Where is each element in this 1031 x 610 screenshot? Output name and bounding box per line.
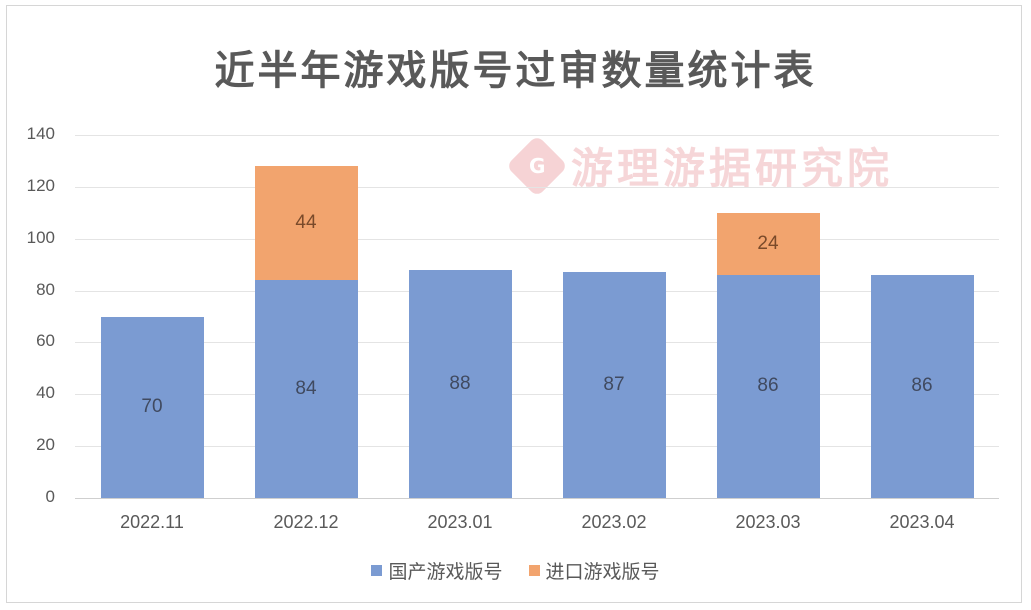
gridline — [75, 186, 999, 188]
y-tick-label: 100 — [26, 227, 55, 247]
y-tick-label: 40 — [36, 383, 55, 403]
chart-frame — [6, 5, 1022, 603]
plot-area: 70 84 44 88 87 86 24 86 — [75, 135, 999, 499]
bar-domestic: 88 — [408, 269, 512, 498]
bar-imported: 24 — [716, 212, 820, 275]
watermark-text: 游理游据研究院 — [571, 144, 894, 193]
bar-domestic: 86 — [716, 275, 820, 498]
gridline — [75, 238, 999, 240]
bar-stack: 88 — [408, 135, 512, 498]
x-tick-label: 2023.04 — [889, 512, 955, 532]
gridline — [75, 394, 999, 396]
x-tick-label: 2023.02 — [581, 512, 647, 532]
gridline — [75, 135, 999, 136]
bar-domestic: 86 — [870, 275, 974, 498]
chart-title: 近半年游戏版号过审数量统计表 — [214, 48, 817, 94]
bar-stack: 84 44 — [254, 135, 358, 498]
watermark: G 游理游据研究院 — [505, 134, 894, 197]
bar-domestic: 84 — [254, 280, 358, 498]
y-tick-label: 0 — [45, 487, 55, 506]
bar-stack: 70 — [100, 135, 204, 498]
gridline — [75, 290, 999, 292]
legend-swatch-domestic-icon — [371, 565, 383, 576]
bar-domestic: 87 — [562, 272, 666, 498]
bar-stack: 86 — [870, 135, 974, 498]
y-tick-label: 20 — [36, 435, 55, 455]
legend-item-domestic: 国产游戏版号 — [371, 557, 503, 584]
legend: 国产游戏版号 进口游戏版号 — [0, 557, 1031, 584]
y-tick-label: 80 — [36, 279, 55, 299]
legend-label-imported: 进口游戏版号 — [545, 561, 660, 583]
legend-item-imported: 进口游戏版号 — [528, 557, 660, 584]
legend-label-domestic: 国产游戏版号 — [388, 561, 503, 583]
x-tick-label: 2022.12 — [273, 512, 339, 532]
y-tick-label: 120 — [26, 175, 55, 195]
bar-domestic: 70 — [100, 316, 204, 498]
bar-stack: 87 — [562, 135, 666, 498]
x-axis-line — [75, 498, 999, 499]
x-tick-label: 2023.03 — [735, 512, 801, 532]
bar-imported: 44 — [254, 166, 358, 281]
legend-swatch-imported-icon — [528, 565, 540, 576]
y-tick-label: 60 — [36, 331, 55, 351]
gridline — [75, 342, 999, 344]
bar-stack: 86 24 — [716, 135, 820, 498]
x-tick-label: 2023.01 — [427, 512, 493, 532]
x-tick-label: 2022.11 — [120, 512, 184, 532]
gridline — [75, 446, 999, 448]
y-tick-label: 140 — [26, 124, 55, 143]
